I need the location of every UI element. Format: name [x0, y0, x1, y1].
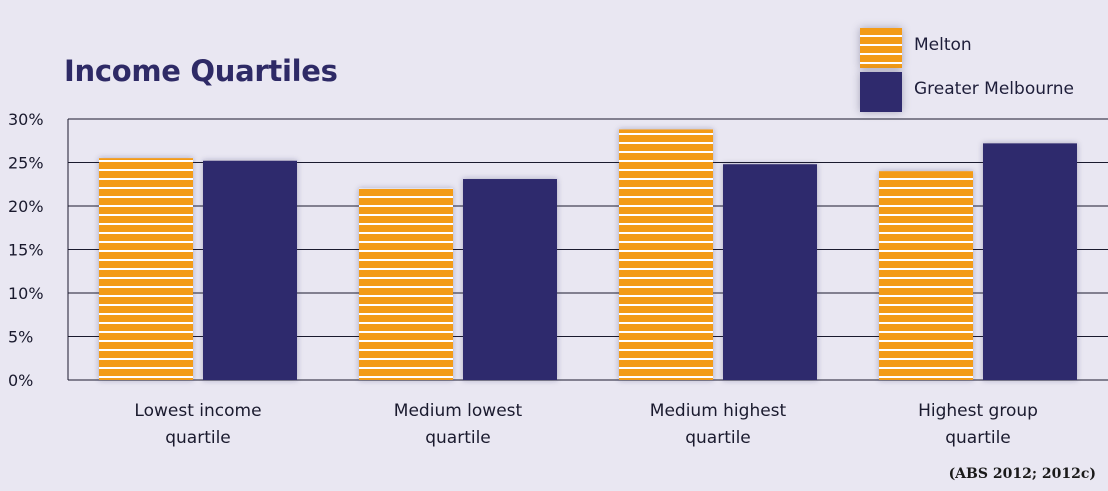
x-tick-label: quartile: [165, 428, 231, 448]
bar-melton: [359, 188, 453, 380]
y-tick-label: 15%: [8, 241, 44, 260]
x-tick-label: Medium highest: [650, 401, 787, 421]
chart-title: Income Quartiles: [64, 54, 338, 88]
legend-label-greater-melbourne: Greater Melbourne: [914, 79, 1074, 99]
legend-label-melton: Melton: [914, 35, 972, 55]
bar-greater-melbourne: [723, 164, 817, 380]
bar-greater-melbourne: [203, 160, 297, 380]
x-tick-label: Highest group: [918, 401, 1038, 421]
y-tick-label: 30%: [8, 110, 44, 129]
legend-swatch-melton: [860, 28, 902, 68]
source-note: (ABS 2012; 2012c): [948, 466, 1096, 482]
y-tick-label: 0%: [8, 371, 33, 390]
x-tick-label: Medium lowest: [394, 401, 523, 421]
legend-swatch-greater-melbourne: [860, 72, 902, 112]
legend-item-melton: Melton: [860, 28, 1108, 68]
bar-melton: [619, 129, 713, 380]
bar-melton: [879, 171, 973, 380]
bar-greater-melbourne: [463, 179, 557, 380]
y-tick-label: 20%: [8, 197, 44, 216]
x-tick-label: quartile: [685, 428, 751, 448]
x-tick-label: quartile: [945, 428, 1011, 448]
legend-item-greater-melbourne: Greater Melbourne: [860, 72, 1108, 112]
y-tick-label: 25%: [8, 154, 44, 173]
bar-melton: [99, 158, 193, 380]
y-tick-label: 5%: [8, 328, 33, 347]
y-tick-label: 10%: [8, 284, 44, 303]
x-tick-label: Lowest income: [134, 401, 261, 421]
bar-greater-melbourne: [983, 143, 1077, 380]
x-tick-label: quartile: [425, 428, 491, 448]
